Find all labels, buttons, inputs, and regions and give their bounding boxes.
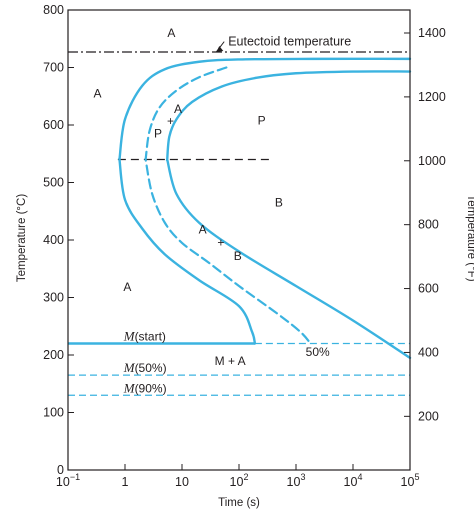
martensite-symbol: M	[123, 360, 136, 375]
axis-layer: 0 100 200 300 400 500 600 700 800 200 400 600 800 100…	[43, 3, 446, 489]
series-50-transformation	[144, 66, 312, 345]
y-left-tick-label: 400	[43, 233, 64, 247]
y-right-tick-label: 600	[418, 282, 439, 296]
y-left-tick-label: 500	[43, 176, 64, 190]
series-transformation-start	[118, 57, 412, 345]
martensite-symbol: M	[123, 380, 136, 395]
y-right-tick-label: 200	[418, 409, 439, 423]
x-tick-exponent: 5	[414, 472, 419, 482]
martensite-fraction: (start)	[135, 330, 166, 344]
x-tick-label: 1	[122, 475, 129, 489]
martensite-fraction: (90%)	[135, 381, 167, 395]
x-tick-exponent: 2	[243, 472, 248, 482]
region-label: B	[275, 196, 283, 210]
x-tick-label: 10−1	[56, 472, 80, 489]
region-label: A	[174, 102, 182, 116]
region-label: A	[199, 223, 207, 237]
x-tick-exponent: 3	[300, 472, 305, 482]
x-tick-label: 103	[287, 472, 306, 489]
martensite-symbol: M	[123, 329, 136, 344]
region-label: +	[217, 235, 224, 249]
y-right-tick-label: 400	[418, 345, 439, 359]
plot-frame	[67, 9, 411, 471]
region-label: +	[167, 114, 174, 128]
region-label: P	[258, 113, 266, 127]
y-left-tick-label: 0	[57, 463, 64, 477]
y-right-tick-label: 1400	[418, 26, 446, 40]
region-label: M + A	[215, 354, 246, 368]
x-tick-label: 10	[175, 475, 189, 489]
region-label: A	[167, 26, 175, 40]
eutectoid-arrowhead	[216, 45, 224, 52]
x-axis-title: Time (s)	[218, 497, 260, 509]
y-axis-right-title: Temperature (°F)	[465, 194, 474, 281]
y-axis-left-title: Temperature (°C)	[16, 194, 28, 282]
x-tick-label: 105	[401, 472, 420, 489]
y-right-tick-label: 1000	[418, 154, 446, 168]
y-left-tick-label: 300	[43, 291, 64, 305]
martensite-label: M(50%)	[123, 360, 167, 375]
region-label: A	[94, 86, 102, 100]
y-left-tick-label: 200	[43, 348, 64, 362]
y-left-tick-label: 700	[43, 61, 64, 75]
y-left-tick-label: 800	[43, 3, 64, 17]
region-label: A	[123, 280, 131, 294]
x-tick-exponent: 4	[357, 472, 362, 482]
martensite-label: M(start)	[123, 329, 166, 344]
eutectoid-label: Eutectoid temperature	[228, 35, 351, 49]
martensite-fraction: (50%)	[135, 361, 167, 375]
region-label: P	[154, 127, 162, 141]
curve-layer	[68, 51, 412, 396]
y-right-tick-label: 1200	[418, 90, 446, 104]
x-tick-exponent: −1	[70, 472, 80, 482]
x-tick-label: 104	[344, 472, 363, 489]
region-label: B	[234, 249, 242, 263]
y-left-tick-label: 600	[43, 118, 64, 132]
region-label: 50%	[306, 345, 330, 359]
series-transformation-completion	[165, 70, 412, 360]
y-left-tick-label: 100	[43, 406, 64, 420]
x-tick-label: 102	[230, 472, 249, 489]
y-right-tick-label: 800	[418, 218, 439, 232]
martensite-label: M(90%)	[123, 380, 167, 395]
